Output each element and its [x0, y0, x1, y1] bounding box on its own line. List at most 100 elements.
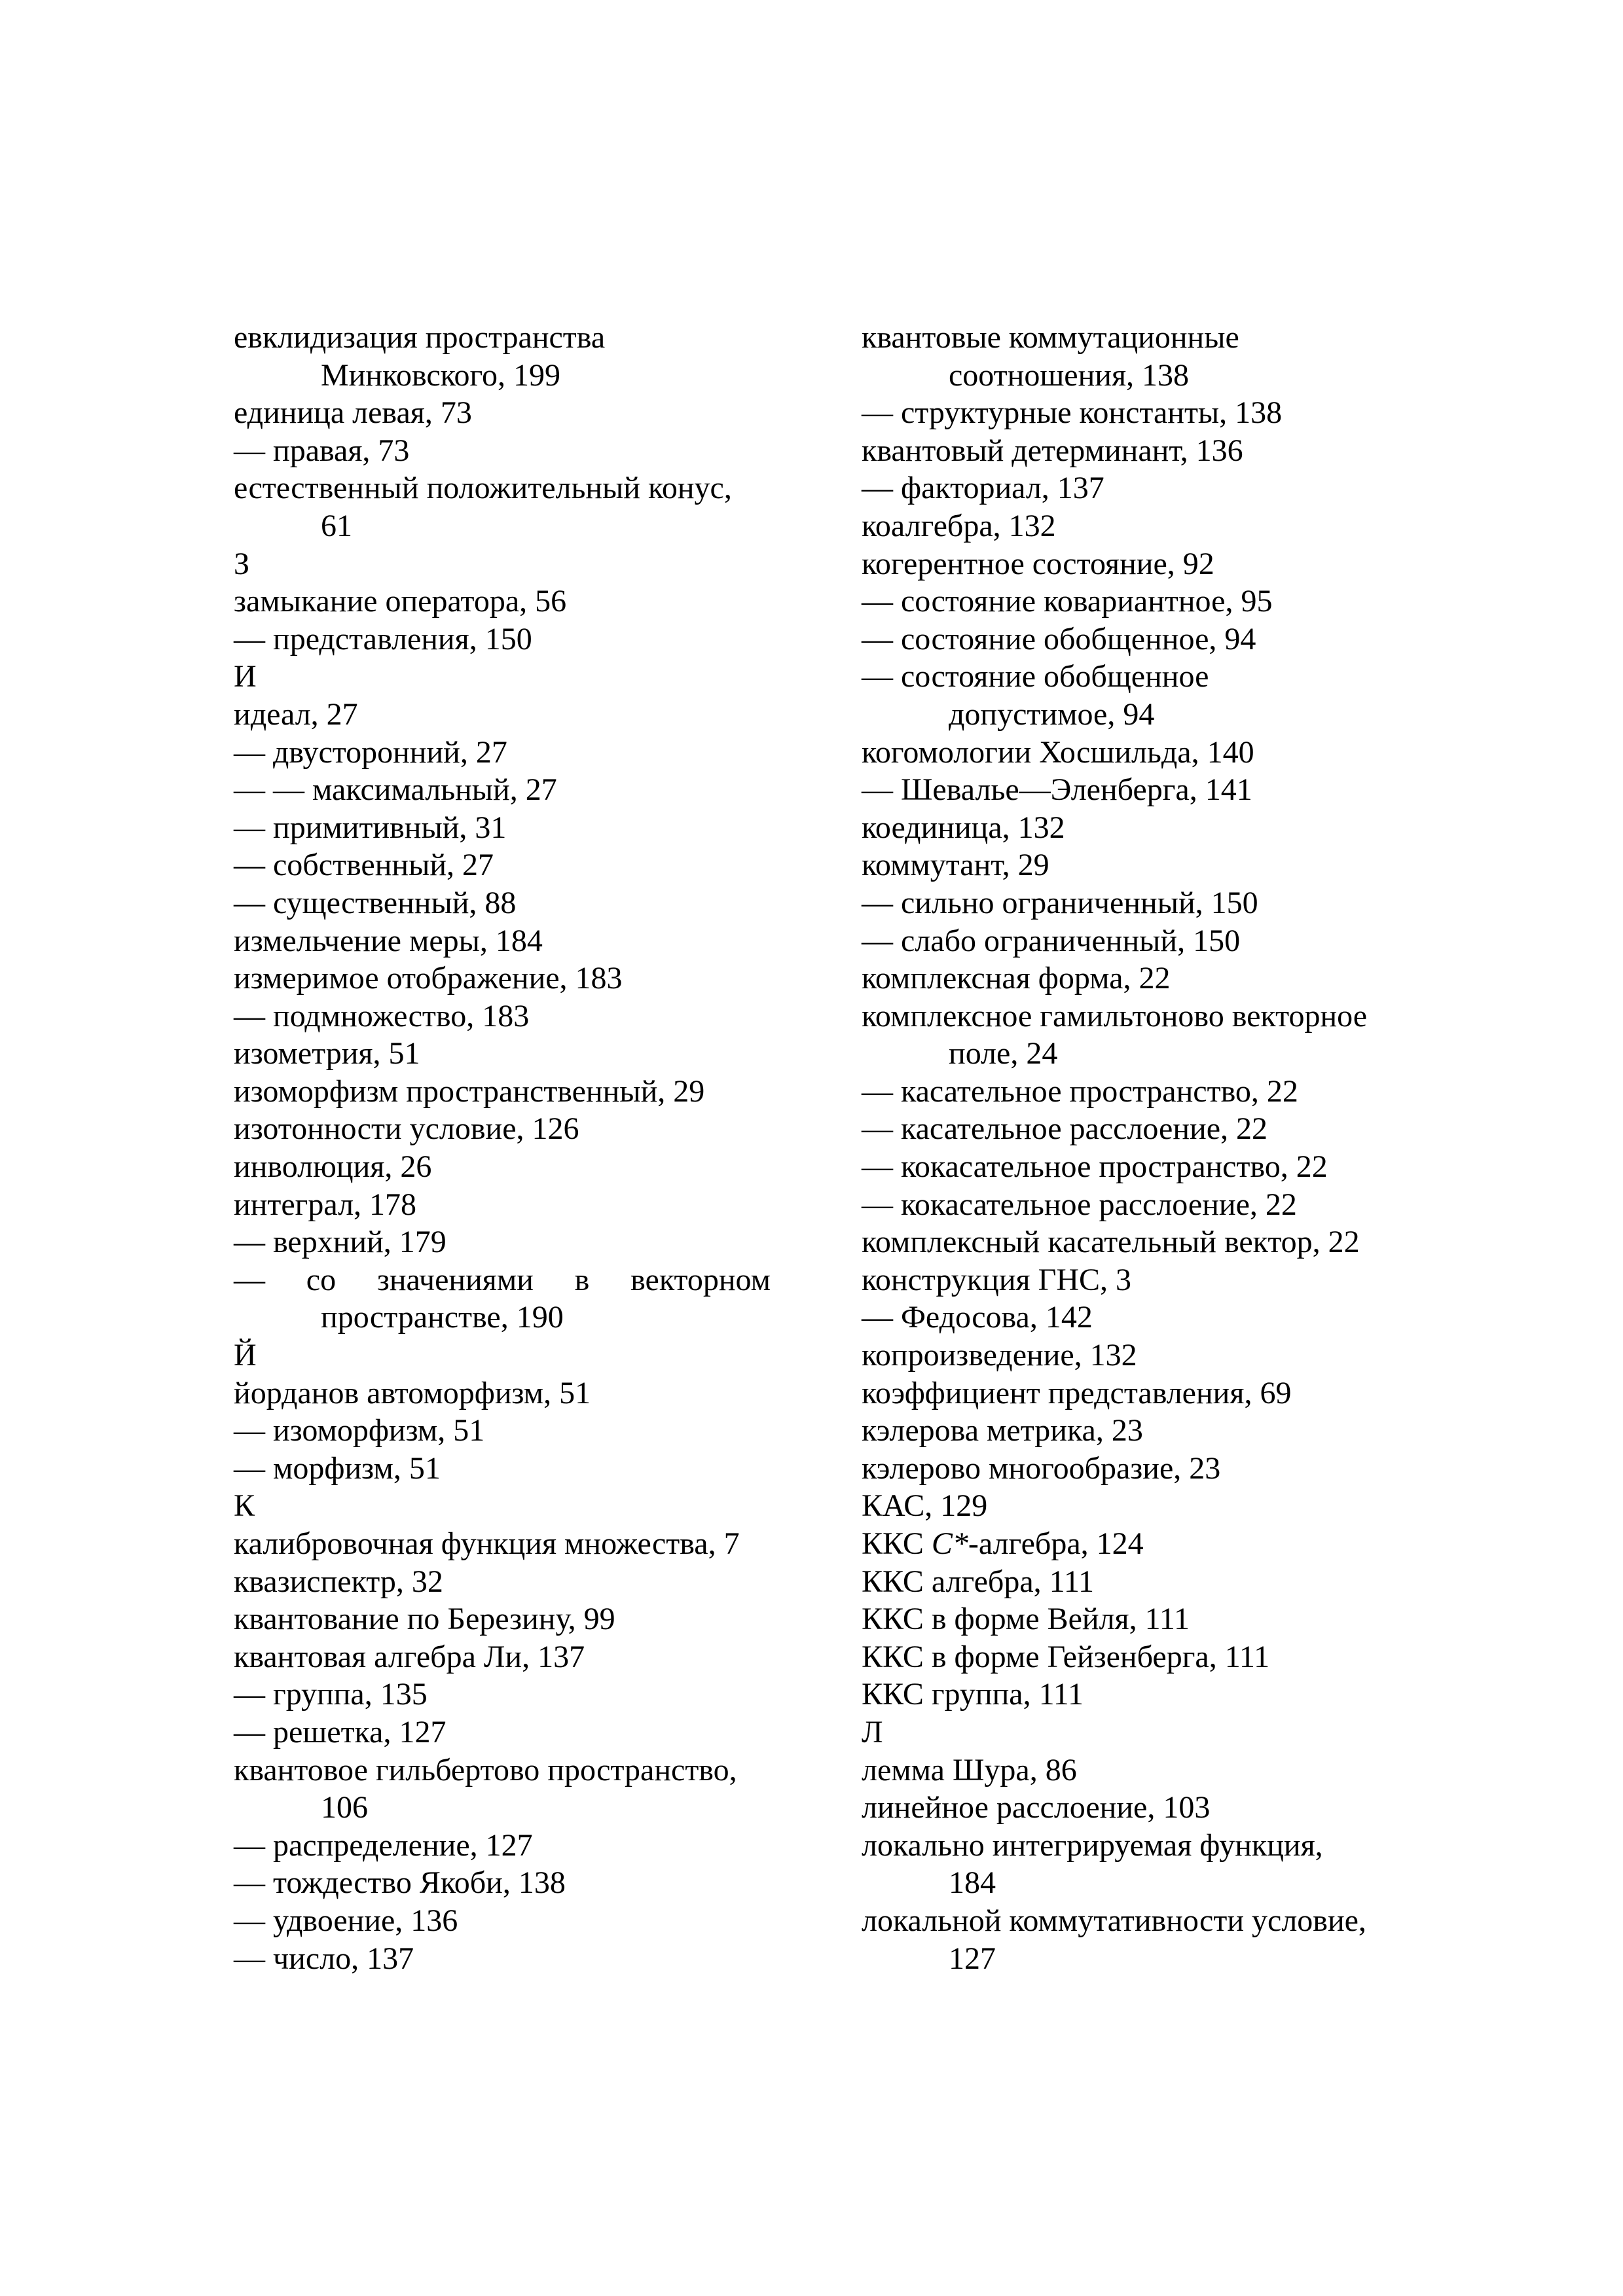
index-entry-line: — структурные константы, 138 [862, 395, 1283, 431]
index-letter-heading: К [234, 1487, 771, 1525]
index-entry: комплексная форма, 22 [862, 960, 1412, 997]
index-entry-line: — состояние ковариантное, 95 [862, 584, 1273, 619]
index-entry: квантовая алгебра Ли, 137 [234, 1638, 771, 1676]
index-entry-continuation: Минковского, 199 [321, 357, 560, 393]
index-entry-line: коммутант, 29 [862, 848, 1049, 883]
index-entry-line: копроизведение, 132 [862, 1338, 1137, 1373]
index-entry: — правая, 73 [234, 432, 771, 470]
index-entry-line: квантовая алгебра Ли, 137 [234, 1639, 585, 1674]
index-entry: интеграл, 178 [234, 1186, 771, 1224]
index-letter-heading: З [234, 545, 771, 583]
index-entry-continuation: 106 [321, 1790, 368, 1825]
index-entry-continuation: поле, 24 [949, 1036, 1058, 1071]
index-entry: — сильно ограниченный, 150 [862, 884, 1412, 922]
index-entry: комплексный касательный вектор, 22 [862, 1223, 1412, 1261]
index-entry-line: — морфизм, 51 [234, 1450, 441, 1486]
index-entry-line: ККС в форме Гейзенберга, 111 [862, 1639, 1270, 1674]
index-entry-line: идеал, 27 [234, 696, 358, 732]
index-entry-line: — представления, 150 [234, 621, 532, 656]
index-entry-line: — состояние обобщенное, 94 [862, 621, 1256, 656]
index-entry: — состояние обобщенное допустимое, 94 [862, 658, 1412, 733]
index-entry-line: кэлерово многообразие, 23 [862, 1450, 1221, 1486]
index-entry: — представления, 150 [234, 620, 771, 658]
index-entry-line: калибровочная функция множества, 7 [234, 1526, 740, 1561]
index-entry-line: квантовые коммутационные [862, 320, 1239, 355]
index-entry: локально интегрируемая функция, 184 [862, 1827, 1412, 1902]
index-entry: изометрия, 51 [234, 1035, 771, 1073]
index-entry: когомологии Хосшильда, 140 [862, 734, 1412, 772]
index-entry-continuation: соотношения, 138 [949, 357, 1190, 393]
index-entry: замыкание оператора, 56 [234, 583, 771, 620]
index-entry-line: — удвоение, 136 [234, 1903, 458, 1938]
index-entry-line: локальной коммутативности условие, [862, 1903, 1366, 1938]
index-entry-continuation: 184 [949, 1865, 996, 1901]
index-entry: изотонности условие, 126 [234, 1110, 771, 1148]
index-entry-line: измеримое отображение, 183 [234, 961, 623, 996]
index-entry: — примитивный, 31 [234, 809, 771, 847]
index-entry-line: локально интегрируемая функция, [862, 1827, 1323, 1863]
index-entry: КАС, 129 [862, 1487, 1412, 1525]
index-entry-continuation: пространстве, 190 [321, 1300, 564, 1335]
index-entry: изоморфизм пространственный, 29 [234, 1073, 771, 1111]
entry-text-pre: ККС [862, 1526, 932, 1561]
index-entry-line: лемма Шура, 86 [862, 1752, 1077, 1787]
index-entry: калибровочная функция множества, 7 [234, 1525, 771, 1563]
index-entry: — факториал, 137 [862, 469, 1412, 507]
index-entry-line: — Федосова, 142 [862, 1300, 1093, 1335]
index-entry-line: конструкция ГНС, 3 [862, 1262, 1132, 1297]
index-entry: коммутант, 29 [862, 846, 1412, 884]
index-entry-line: — кокасательное расслоение, 22 [862, 1187, 1297, 1222]
index-entry: измеримое отображение, 183 [234, 960, 771, 997]
index-entry: кэлерова метрика, 23 [862, 1412, 1412, 1450]
index-letter-heading: Й [234, 1336, 771, 1374]
index-entry-line: измельчение меры, 184 [234, 923, 543, 958]
index-entry: — кокасательное пространство, 22 [862, 1148, 1412, 1186]
index-entry: — верхний, 179 [234, 1223, 771, 1261]
index-entry-line: инволюция, 26 [234, 1149, 432, 1185]
index-entry: ККС алгебра, 111 [862, 1563, 1412, 1601]
index-entry-line: — факториал, 137 [862, 471, 1104, 506]
index-entry: коединица, 132 [862, 809, 1412, 847]
index-entry: — двусторонний, 27 [234, 734, 771, 772]
index-entry-line: линейное расслоение, 103 [862, 1790, 1211, 1825]
index-entry: — со значениями в векторном пространстве,… [234, 1261, 771, 1336]
index-entry-line: — касательное пространство, 22 [862, 1073, 1298, 1109]
index-entry: квазиспектр, 32 [234, 1563, 771, 1601]
index-entry-line: ККС в форме Вейля, 111 [862, 1602, 1190, 1637]
index-entry-line: — Шевалье—Эленберга, 141 [862, 772, 1252, 808]
index-entry-line: ККС алгебра, 111 [862, 1564, 1095, 1599]
index-entry-line: К [234, 1488, 255, 1524]
index-entry: — — максимальный, 27 [234, 771, 771, 809]
index-entry: ККС группа, 111 [862, 1676, 1412, 1713]
index-entry: евклидизация пространства Минковского, 19… [234, 319, 771, 394]
index-entry-line: КАС, 129 [862, 1488, 988, 1524]
index-entry-line: — тождество Якоби, 138 [234, 1865, 566, 1901]
index-entry-line: квантовый детерминант, 136 [862, 433, 1243, 468]
entry-text-it: C* [931, 1526, 968, 1561]
index-entry-continuation: допустимое, 94 [949, 696, 1155, 732]
index-entry-line: — существенный, 88 [234, 885, 517, 920]
index-entry: линейное расслоение, 103 [862, 1789, 1412, 1827]
index-letter-heading: Л [862, 1713, 1412, 1751]
index-entry: коалгебра, 132 [862, 507, 1412, 545]
entry-text-post: -алгебра, 124 [968, 1526, 1144, 1561]
index-column-right: квантовые коммутационные соотношения, 138… [862, 319, 1412, 1977]
index-entry: — решетка, 127 [234, 1713, 771, 1751]
index-entry: — собственный, 27 [234, 846, 771, 884]
index-entry: — удвоение, 136 [234, 1902, 771, 1940]
index-entry: — структурные константы, 138 [862, 394, 1412, 432]
index-entry-line: — группа, 135 [234, 1677, 428, 1712]
index-entry-line: — примитивный, 31 [234, 810, 507, 845]
index-entry-line: — распределение, 127 [234, 1827, 533, 1863]
index-entry: единица левая, 73 [234, 394, 771, 432]
index-entry: копроизведение, 132 [862, 1336, 1412, 1374]
index-entry: — число, 137 [234, 1940, 771, 1978]
index-entry-line: — со значениями в векторном [234, 1262, 771, 1297]
index-entry-line: комплексная форма, 22 [862, 961, 1171, 996]
index-entry-line: — решетка, 127 [234, 1714, 447, 1749]
index-entry: лемма Шура, 86 [862, 1751, 1412, 1789]
index-entry-line: кэлерова метрика, 23 [862, 1413, 1143, 1448]
index-entry-line: изоморфизм пространственный, 29 [234, 1073, 705, 1109]
index-entry: — состояние обобщенное, 94 [862, 620, 1412, 658]
index-entry-line: йорданов автоморфизм, 51 [234, 1375, 591, 1410]
